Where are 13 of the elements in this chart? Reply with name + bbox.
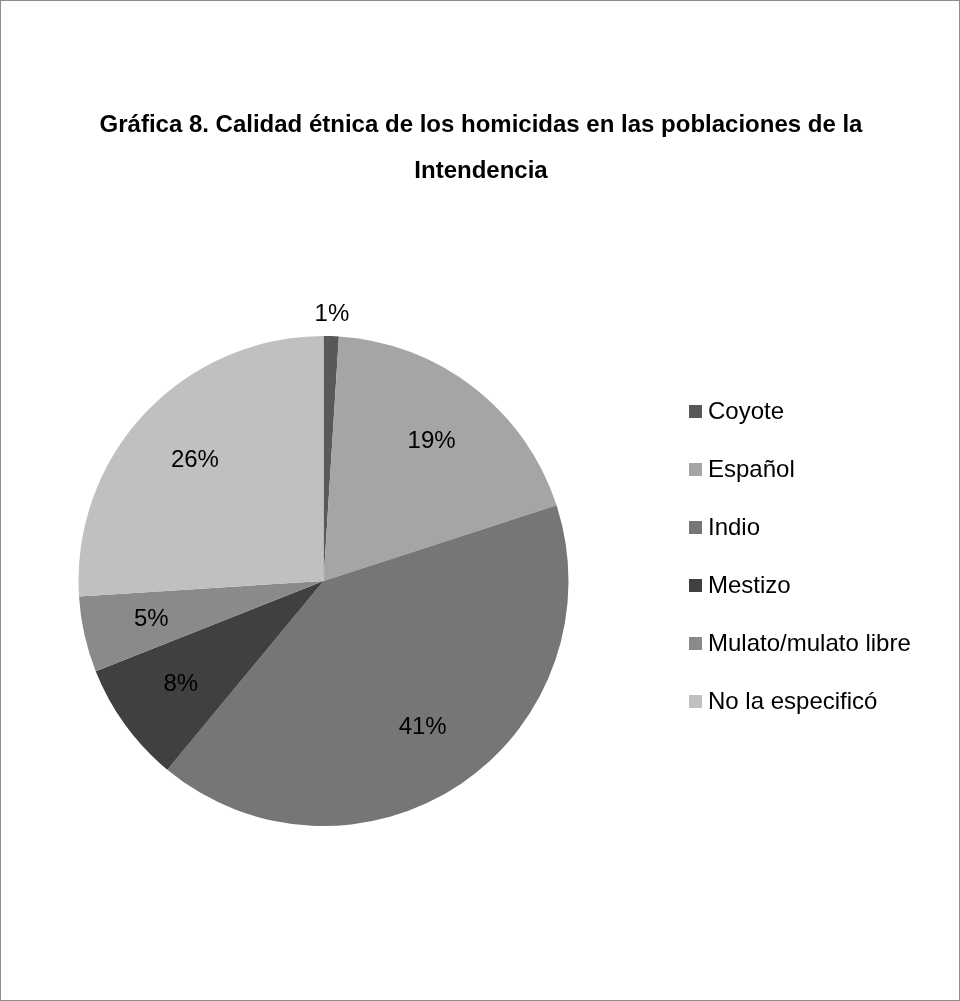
legend-label: Español: [708, 454, 795, 484]
data-label: 41%: [398, 711, 447, 739]
legend-label: No la especificó: [708, 686, 878, 716]
legend-label: Mulato/mulato libre: [708, 628, 911, 658]
chart-title: Gráfica 8. Calidad étnica de los homicidas en las poblaciones de la Intendencia: [98, 109, 864, 185]
data-label: 8%: [163, 669, 199, 697]
data-label: 26%: [170, 444, 219, 472]
data-label: 19%: [407, 426, 456, 454]
legend-label: Mestizo: [708, 570, 791, 600]
legend-label: Coyote: [708, 396, 785, 426]
legend-label: Indio: [708, 512, 761, 542]
data-label: 1%: [314, 298, 350, 326]
data-label: 5%: [134, 604, 169, 632]
